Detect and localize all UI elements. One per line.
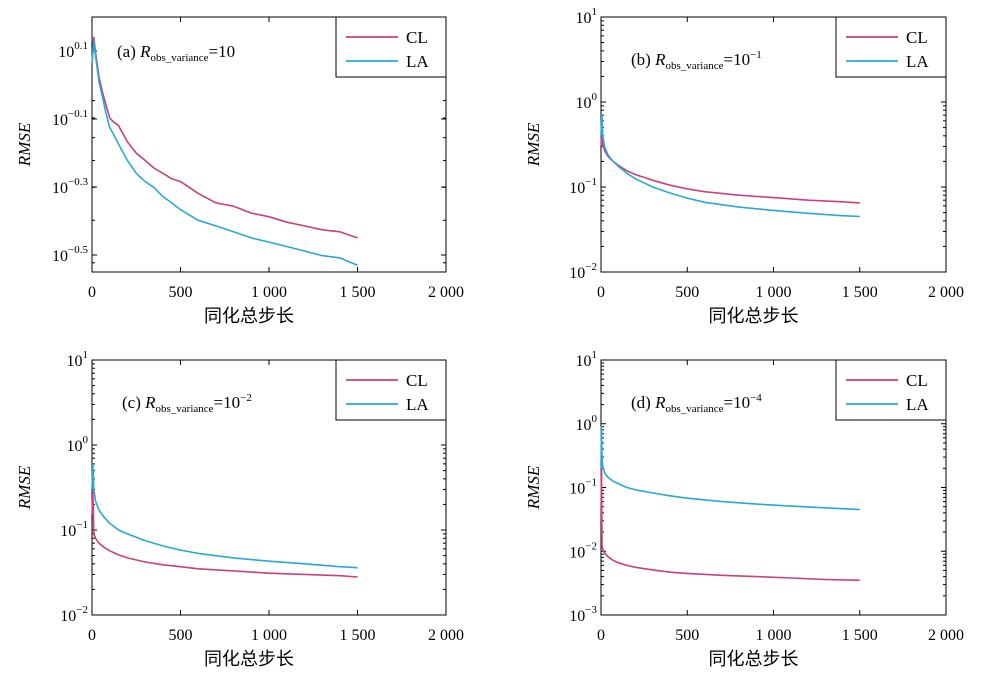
- x-tick-label: 2 000: [928, 284, 964, 301]
- x-axis-label: 同化总步长: [709, 306, 799, 327]
- x-tick-label: 2 000: [428, 284, 464, 301]
- panel-d: 0 500 1 000 1 500 2 000 101 100 10−1 10−2 10−3 同化总…: [524, 349, 964, 670]
- y-tick-label: 100.1: [58, 40, 88, 61]
- panel-c: 0 500 1 000 1 500 2 000 101 100 10−1 10−2 同化总步长 RM…: [15, 349, 464, 670]
- y-tick-label: 10−0.3: [52, 176, 88, 197]
- series-line-la: [600, 114, 860, 218]
- series-line-cl: [600, 130, 860, 204]
- legend: CL LA: [835, 16, 947, 78]
- y-tick-label: 10−2: [60, 604, 88, 625]
- legend: CL LA: [335, 359, 447, 421]
- legend-label-cl: CL: [406, 28, 428, 47]
- x-tick-label: 500: [169, 284, 193, 301]
- x-tick-label: 1 500: [340, 284, 376, 301]
- y-tick-label: 10−2: [569, 540, 597, 561]
- y-tick-label: 101: [576, 349, 598, 370]
- legend-label-la: LA: [906, 52, 929, 71]
- x-tick-label: 0: [88, 627, 96, 644]
- y-tick-label: 10−3: [569, 604, 597, 625]
- x-axis-label: 同化总步长: [204, 649, 294, 670]
- panel-b: 0 500 1 000 1 500 2 000 101 100 10−1 10−2 同化总步长 RM…: [524, 6, 964, 327]
- y-axis-label: RMSE: [524, 122, 543, 167]
- series-line-la: [91, 39, 358, 267]
- panel-annotation: (c) Robs_variance=10−2: [122, 392, 252, 415]
- y-axis-label: RMSE: [15, 465, 34, 510]
- panel-annotation: (b) Robs_variance=10−1: [631, 49, 762, 72]
- x-tick-label: 500: [675, 627, 699, 644]
- x-tick-label: 1 500: [340, 627, 376, 644]
- y-tick-label: 10−0.5: [52, 244, 88, 265]
- y-tick-label: 10−1: [569, 477, 597, 498]
- y-tick-label: 100: [67, 434, 89, 455]
- x-tick-label: 1 000: [756, 284, 792, 301]
- x-tick-label: 1 000: [251, 284, 287, 301]
- x-tick-label: 2 000: [428, 627, 464, 644]
- series-line-cl: [91, 36, 358, 239]
- x-tick-label: 1 500: [842, 284, 878, 301]
- y-tick-label: 101: [67, 349, 89, 370]
- x-axis-label: 同化总步长: [709, 649, 799, 670]
- y-tick-label: 10−1: [569, 176, 597, 197]
- legend-box: [835, 16, 947, 78]
- x-tick-label: 1 000: [251, 627, 287, 644]
- series-line-la: [91, 463, 358, 569]
- x-tick-label: 0: [597, 284, 605, 301]
- legend-label-la: LA: [406, 52, 429, 71]
- legend-label-cl: CL: [906, 371, 928, 390]
- y-tick-label: 10−1: [60, 519, 88, 540]
- panel-annotation: (d) Robs_variance=10−4: [631, 392, 762, 415]
- legend-label-cl: CL: [406, 371, 428, 390]
- x-axis-label: 同化总步长: [204, 306, 294, 327]
- x-tick-label: 1 000: [756, 627, 792, 644]
- x-tick-label: 0: [88, 284, 96, 301]
- x-tick-label: 500: [169, 627, 193, 644]
- x-tick-label: 2 000: [928, 627, 964, 644]
- legend-label-la: LA: [906, 395, 929, 414]
- legend: CL LA: [335, 16, 447, 78]
- x-tick-label: 1 500: [842, 627, 878, 644]
- x-tick-label: 0: [597, 627, 605, 644]
- y-axis-label: RMSE: [524, 465, 543, 510]
- legend-box: [335, 359, 447, 421]
- panel-a: 0 500 1 000 1 500 2 000 100.1 10−0.1 10−0.3 10−0…: [15, 16, 464, 327]
- legend-label-cl: CL: [906, 28, 928, 47]
- series-line-la: [600, 425, 860, 511]
- y-axis-label: RMSE: [15, 122, 34, 167]
- x-tick-label: 500: [675, 284, 699, 301]
- y-tick-label: 10−0.1: [52, 108, 88, 129]
- legend: CL LA: [835, 359, 947, 421]
- series-line-cl: [600, 467, 860, 582]
- legend-label-la: LA: [406, 395, 429, 414]
- y-tick-label: 100: [576, 413, 598, 434]
- y-tick-label: 101: [576, 6, 598, 27]
- series-line-cl: [91, 491, 358, 578]
- legend-box: [835, 359, 947, 421]
- panel-annotation: (a) Robs_variance=10: [117, 42, 235, 64]
- y-tick-label: 100: [576, 91, 598, 112]
- legend-box: [335, 16, 447, 78]
- y-tick-label: 10−2: [569, 261, 597, 282]
